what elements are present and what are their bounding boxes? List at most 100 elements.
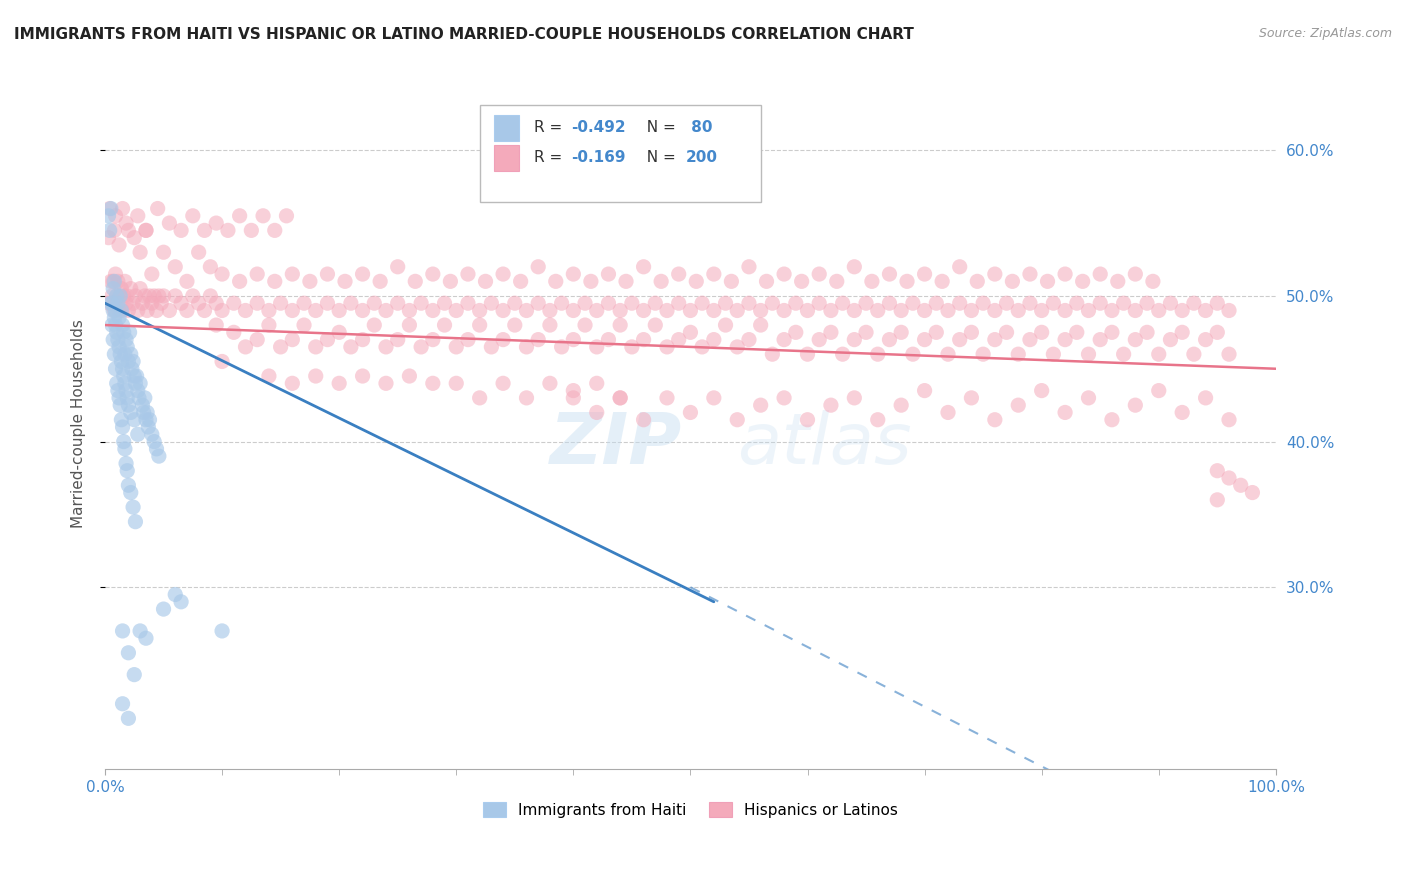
Point [749, 398, 772, 412]
Point [152, 245, 174, 260]
Point [936, 303, 959, 318]
Point [860, 274, 883, 288]
Point [1241, 485, 1264, 500]
Point [105, 326, 128, 340]
Text: R =: R = [533, 120, 567, 136]
Point [562, 391, 585, 405]
Point [585, 405, 607, 419]
Point [352, 333, 374, 347]
Point [1066, 296, 1088, 310]
Text: N =: N = [637, 150, 681, 165]
Point [1123, 267, 1146, 281]
Point [120, 485, 142, 500]
Point [1007, 347, 1029, 361]
Point [110, 303, 132, 318]
Point [108, 303, 131, 318]
Point [193, 223, 215, 237]
Point [211, 303, 233, 318]
Point [879, 333, 901, 347]
Point [122, 667, 145, 681]
Point [1147, 384, 1170, 398]
Point [107, 274, 129, 288]
Point [103, 274, 125, 288]
Point [181, 209, 204, 223]
Point [562, 384, 585, 398]
Point [387, 260, 409, 274]
Point [1171, 326, 1194, 340]
Point [831, 296, 853, 310]
Point [340, 296, 363, 310]
Point [103, 274, 125, 288]
Point [538, 303, 561, 318]
Point [474, 274, 496, 288]
Point [1031, 303, 1053, 318]
Point [936, 347, 959, 361]
Point [1112, 296, 1135, 310]
Point [170, 223, 193, 237]
Point [914, 267, 936, 281]
Point [527, 260, 550, 274]
Point [150, 296, 173, 310]
Point [796, 413, 818, 427]
Point [122, 230, 145, 244]
Point [246, 296, 269, 310]
Point [316, 333, 339, 347]
Point [122, 354, 145, 368]
Point [98, 202, 121, 216]
Point [609, 391, 631, 405]
Point [108, 310, 131, 325]
Point [655, 340, 678, 354]
Point [703, 333, 725, 347]
Point [633, 413, 655, 427]
Point [479, 340, 502, 354]
Point [439, 274, 461, 288]
Point [107, 384, 129, 398]
Point [112, 326, 135, 340]
Point [141, 427, 163, 442]
Point [122, 296, 145, 310]
Point [187, 245, 209, 260]
Point [844, 303, 866, 318]
Point [761, 347, 783, 361]
Point [831, 347, 853, 361]
Point [398, 369, 420, 384]
Point [1077, 303, 1099, 318]
Point [949, 260, 972, 274]
Text: R =: R = [533, 150, 567, 165]
Point [103, 303, 125, 318]
Point [1218, 347, 1240, 361]
Point [115, 457, 138, 471]
Point [252, 209, 274, 223]
Point [228, 209, 250, 223]
Point [281, 303, 304, 318]
Point [620, 296, 643, 310]
Point [152, 289, 174, 303]
Point [960, 303, 983, 318]
Point [211, 354, 233, 368]
Point [111, 361, 134, 376]
Point [148, 289, 170, 303]
Point [503, 318, 526, 332]
Point [820, 398, 842, 412]
Point [157, 303, 180, 318]
Point [125, 369, 148, 384]
Point [1054, 333, 1077, 347]
Point [211, 267, 233, 281]
Point [103, 347, 125, 361]
Point [457, 296, 479, 310]
Point [468, 303, 491, 318]
Point [145, 303, 167, 318]
Point [690, 296, 713, 310]
Point [328, 303, 350, 318]
Text: atlas: atlas [737, 409, 912, 479]
Point [117, 711, 139, 725]
Point [363, 296, 385, 310]
Point [644, 296, 666, 310]
Point [112, 434, 135, 449]
Point [468, 318, 491, 332]
Point [108, 289, 131, 303]
Point [503, 296, 526, 310]
Point [136, 420, 159, 434]
Text: 200: 200 [686, 150, 717, 165]
Point [111, 202, 134, 216]
